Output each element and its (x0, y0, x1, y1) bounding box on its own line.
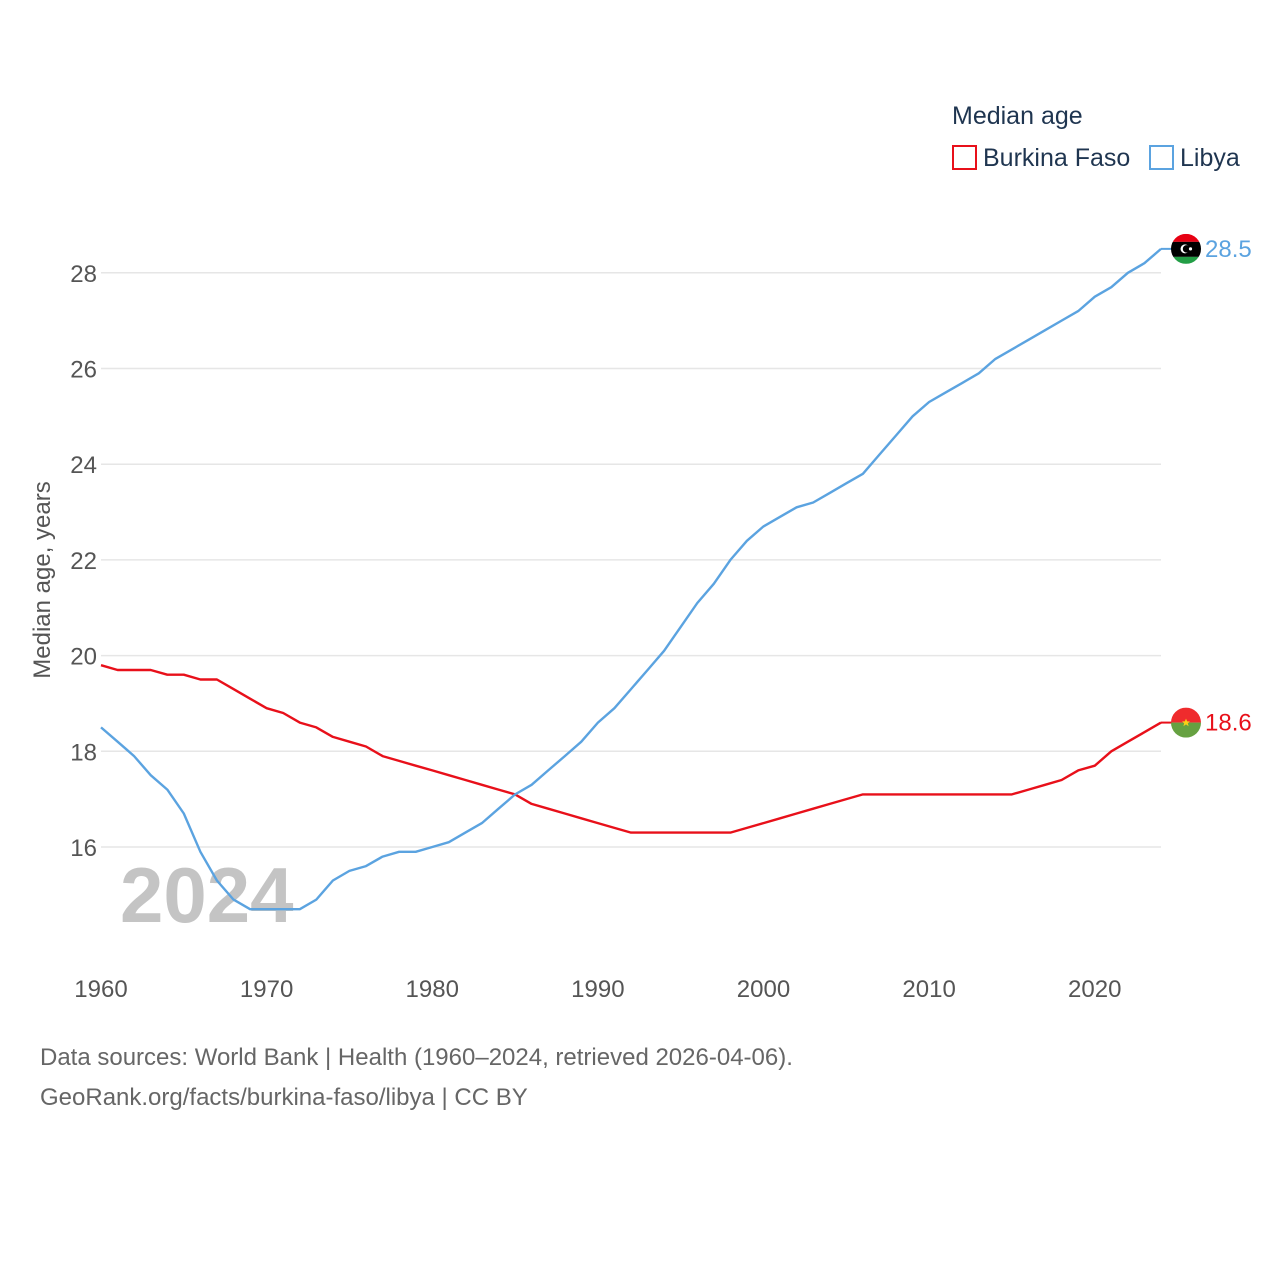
series-lines (100, 247, 1162, 911)
y-tick-label: 26 (70, 357, 97, 384)
source-line-2[interactable]: GeoRank.org/facts/burkina-faso/libya | C… (40, 1084, 528, 1111)
x-tick-label: 1960 (74, 976, 127, 1003)
y-tick-label: 22 (70, 548, 97, 575)
x-tick-label: 2020 (1068, 976, 1121, 1003)
y-tick-label: 16 (70, 835, 97, 862)
source-line-1: Data sources: World Bank | Health (1960–… (40, 1044, 793, 1071)
end-value-label-libya: 28.5 (1205, 236, 1252, 263)
x-tick-label: 1980 (406, 976, 459, 1003)
legend-swatch-burkina-faso (952, 145, 977, 170)
series-line-libya (100, 247, 1162, 911)
y-tick-label: 28 (70, 261, 97, 288)
y-tick-label: 20 (70, 644, 97, 671)
legend-label-libya: Libya (1180, 144, 1240, 172)
burkina-flag-icon (1171, 707, 1201, 738)
x-tick-label: 1970 (240, 976, 293, 1003)
series-end-markers: 18.6 28.5 (1161, 233, 1252, 738)
legend-item-burkina-faso[interactable]: Burkina Faso (952, 144, 1130, 172)
end-value-label-burkina: 18.6 (1205, 710, 1252, 737)
x-tick-label: 2010 (902, 976, 955, 1003)
current-year-watermark: 2024 (120, 851, 294, 939)
y-tick-label: 18 (70, 739, 97, 766)
grid-lines (101, 272, 1161, 848)
legend-label-burkina-faso: Burkina Faso (983, 144, 1130, 172)
libya-flag-icon (1171, 233, 1201, 264)
x-tick-label: 1990 (571, 976, 624, 1003)
y-axis-label: Median age, years (29, 481, 56, 678)
y-tick-label: 24 (70, 452, 97, 479)
legend-swatch-libya (1149, 145, 1174, 170)
legend-item-libya[interactable]: Libya (1149, 144, 1240, 172)
legend: Median age Burkina Faso Libya (952, 102, 1240, 172)
series-line-burkina (100, 664, 1162, 834)
x-axis-ticks: 1960 1970 1980 1990 2000 2010 2020 (74, 976, 1121, 1003)
legend-title: Median age (952, 102, 1083, 130)
x-tick-label: 2000 (737, 976, 790, 1003)
y-axis-ticks: 16 18 20 22 24 26 28 (70, 261, 97, 862)
